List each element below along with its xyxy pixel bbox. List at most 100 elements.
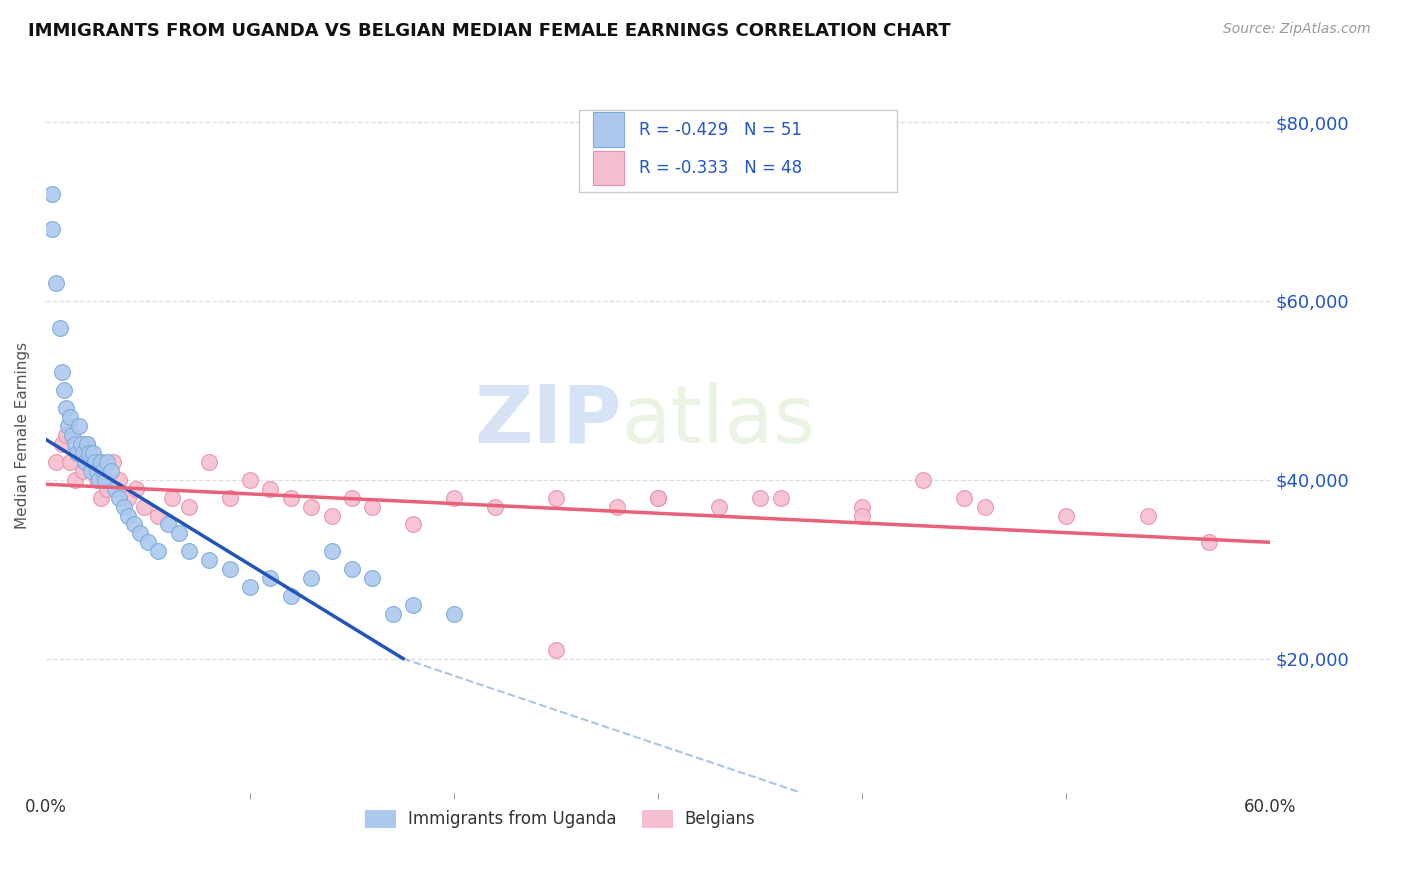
- Point: [87, 473, 110, 487]
- Point: [218, 491, 240, 505]
- Point: [128, 526, 150, 541]
- Point: [86, 473, 108, 487]
- Point: [72, 464, 94, 478]
- Point: [125, 482, 148, 496]
- Point: [117, 508, 139, 523]
- Point: [544, 642, 567, 657]
- Point: [259, 571, 281, 585]
- Point: [55, 401, 77, 416]
- Point: [84, 455, 107, 469]
- Point: [63, 473, 86, 487]
- Point: [647, 491, 669, 505]
- Point: [851, 508, 873, 523]
- Point: [381, 607, 404, 621]
- Point: [259, 482, 281, 496]
- Point: [63, 437, 86, 451]
- Point: [1136, 508, 1159, 523]
- Point: [1054, 508, 1077, 523]
- Point: [1198, 535, 1220, 549]
- Point: [299, 500, 322, 514]
- Point: [76, 437, 98, 451]
- Point: [340, 491, 363, 505]
- Text: ZIP: ZIP: [474, 382, 621, 459]
- Point: [67, 419, 90, 434]
- Point: [443, 607, 465, 621]
- Point: [973, 500, 995, 514]
- Point: [851, 500, 873, 514]
- FancyBboxPatch shape: [578, 110, 897, 192]
- Point: [108, 473, 131, 487]
- Text: R = -0.429   N = 51: R = -0.429 N = 51: [638, 120, 801, 138]
- Point: [49, 320, 72, 334]
- Point: [65, 446, 87, 460]
- Point: [100, 464, 122, 478]
- Point: [148, 508, 170, 523]
- Text: R = -0.333   N = 48: R = -0.333 N = 48: [638, 160, 801, 178]
- Point: [94, 473, 117, 487]
- Point: [239, 580, 262, 594]
- Point: [239, 473, 262, 487]
- Point: [198, 553, 221, 567]
- Point: [45, 276, 67, 290]
- Point: [117, 491, 139, 505]
- Point: [361, 571, 384, 585]
- Point: [77, 446, 100, 460]
- Point: [280, 491, 302, 505]
- Point: [96, 455, 118, 469]
- Point: [69, 437, 91, 451]
- Bar: [593, 112, 624, 147]
- Point: [953, 491, 976, 505]
- Point: [72, 446, 94, 460]
- Point: [198, 455, 221, 469]
- Point: [41, 222, 63, 236]
- Point: [91, 464, 114, 478]
- Point: [59, 410, 82, 425]
- Point: [76, 437, 98, 451]
- Point: [402, 517, 425, 532]
- Point: [55, 428, 77, 442]
- Point: [51, 366, 73, 380]
- Point: [162, 491, 184, 505]
- Point: [402, 598, 425, 612]
- Point: [606, 500, 628, 514]
- Point: [51, 437, 73, 451]
- Point: [90, 455, 112, 469]
- Point: [148, 544, 170, 558]
- Point: [299, 571, 322, 585]
- Point: [80, 464, 103, 478]
- Point: [108, 491, 131, 505]
- Y-axis label: Median Female Earnings: Median Female Earnings: [15, 342, 30, 529]
- Point: [103, 455, 125, 469]
- Point: [769, 491, 792, 505]
- Point: [749, 491, 772, 505]
- Point: [321, 544, 343, 558]
- Point: [41, 186, 63, 201]
- Point: [90, 491, 112, 505]
- Point: [104, 482, 127, 496]
- Bar: [593, 151, 624, 186]
- Point: [177, 500, 200, 514]
- Point: [280, 589, 302, 603]
- Point: [132, 500, 155, 514]
- Point: [321, 508, 343, 523]
- Point: [62, 428, 84, 442]
- Point: [86, 464, 108, 478]
- Point: [73, 455, 96, 469]
- Point: [136, 535, 159, 549]
- Point: [96, 482, 118, 496]
- Point: [709, 500, 731, 514]
- Text: IMMIGRANTS FROM UGANDA VS BELGIAN MEDIAN FEMALE EARNINGS CORRELATION CHART: IMMIGRANTS FROM UGANDA VS BELGIAN MEDIAN…: [28, 22, 950, 40]
- Point: [647, 491, 669, 505]
- Text: Source: ZipAtlas.com: Source: ZipAtlas.com: [1223, 22, 1371, 37]
- Legend: Immigrants from Uganda, Belgians: Immigrants from Uganda, Belgians: [359, 803, 762, 834]
- Text: atlas: atlas: [621, 382, 815, 459]
- Point: [544, 491, 567, 505]
- Point: [912, 473, 935, 487]
- Point: [67, 446, 90, 460]
- Point: [361, 500, 384, 514]
- Point: [53, 384, 76, 398]
- Point: [59, 455, 82, 469]
- Point: [484, 500, 506, 514]
- Point: [340, 562, 363, 576]
- Point: [177, 544, 200, 558]
